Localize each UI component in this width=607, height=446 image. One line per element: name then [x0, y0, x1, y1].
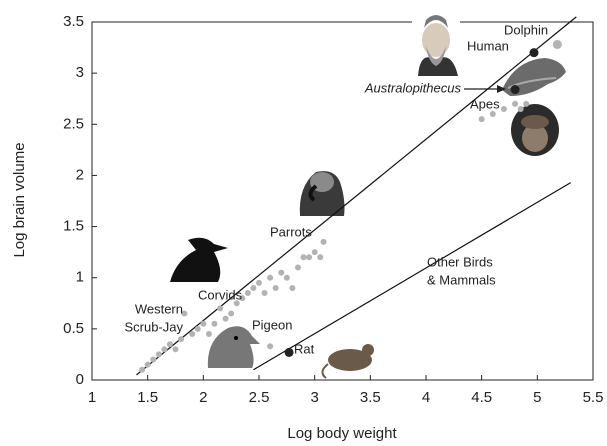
- x-tick-label: 3: [310, 389, 318, 406]
- x-axis-title: Log body weight: [287, 425, 397, 442]
- point: [167, 341, 173, 347]
- point: [518, 106, 524, 112]
- point: [289, 285, 295, 291]
- photo-crow: [170, 238, 228, 282]
- x-tick-label: 4: [422, 389, 430, 406]
- y-tick-label: 1.5: [63, 218, 84, 235]
- y-tick-label: 0.5: [63, 320, 84, 337]
- chart: Log body weight Log brain volume 1 1.5 2 2.…: [0, 0, 607, 446]
- point: [512, 101, 518, 107]
- point: [206, 331, 212, 337]
- x-tick-label: 4.5: [471, 389, 492, 406]
- point: [245, 290, 251, 296]
- x-tick-label: 5.5: [583, 389, 604, 406]
- annotation: Human: [467, 38, 509, 53]
- point: [178, 336, 184, 342]
- point: [228, 311, 234, 317]
- annotation: Other Birds: [427, 254, 493, 269]
- annotation: Pigeon: [252, 317, 292, 332]
- point: [150, 357, 156, 363]
- x-tick-label: 1: [88, 389, 96, 406]
- y-tick-label: 3.5: [63, 13, 84, 30]
- y-tick-label: 1: [76, 269, 84, 286]
- y-tick-label: 2.5: [63, 115, 84, 132]
- y-tick-label: 3: [76, 64, 84, 81]
- point: [161, 346, 167, 352]
- x-tick-label: 2.5: [249, 389, 270, 406]
- point: [490, 111, 496, 117]
- annotation: Australopithecus: [364, 80, 462, 95]
- photo-rat: [322, 344, 374, 378]
- point: [256, 280, 262, 286]
- x-tick-label: 3.5: [360, 389, 381, 406]
- point: [250, 285, 256, 291]
- annotation: Corvids: [198, 287, 243, 302]
- annotation: & Mammals: [427, 272, 496, 287]
- point: [529, 48, 538, 57]
- photo-darwin: [412, 15, 460, 76]
- point: [267, 275, 273, 281]
- point: [479, 116, 485, 122]
- annotation: Parrots: [270, 224, 312, 239]
- point: [501, 106, 507, 112]
- point: [200, 321, 206, 327]
- point: [278, 270, 284, 276]
- point: [312, 249, 318, 255]
- annotation: Western: [135, 301, 183, 316]
- annotation: Dolphin: [504, 22, 548, 37]
- y-tick-label: 2: [76, 166, 84, 183]
- point: [321, 239, 327, 245]
- photo-pigeon: [208, 326, 260, 368]
- point: [267, 343, 273, 349]
- point: [217, 305, 223, 311]
- point: [306, 254, 312, 260]
- x-tick-label: 5: [533, 389, 541, 406]
- x-tick-label: 1.5: [137, 389, 158, 406]
- point: [284, 275, 290, 281]
- point: [285, 348, 294, 357]
- point: [195, 326, 201, 332]
- point: [189, 331, 195, 337]
- point: [211, 321, 217, 327]
- point: [173, 346, 179, 352]
- point: [295, 264, 301, 270]
- point: [273, 285, 279, 291]
- photo-parrot: [300, 171, 345, 216]
- point: [317, 254, 323, 260]
- point: [156, 351, 162, 357]
- annotation: Scrub-Jay: [124, 319, 183, 334]
- y-tick-label: 0: [76, 371, 84, 388]
- point: [223, 316, 229, 322]
- x-tick-label: 2: [199, 389, 207, 406]
- point: [262, 290, 268, 296]
- annotation: Rat: [294, 341, 315, 356]
- point: [145, 362, 151, 368]
- annotation: Apes: [470, 96, 500, 111]
- point: [511, 85, 520, 94]
- point: [553, 40, 562, 49]
- point: [139, 367, 145, 373]
- photo-chimp: [511, 104, 559, 156]
- y-axis-title: Log brain volume: [11, 142, 28, 257]
- point: [301, 254, 307, 260]
- point: [523, 101, 529, 107]
